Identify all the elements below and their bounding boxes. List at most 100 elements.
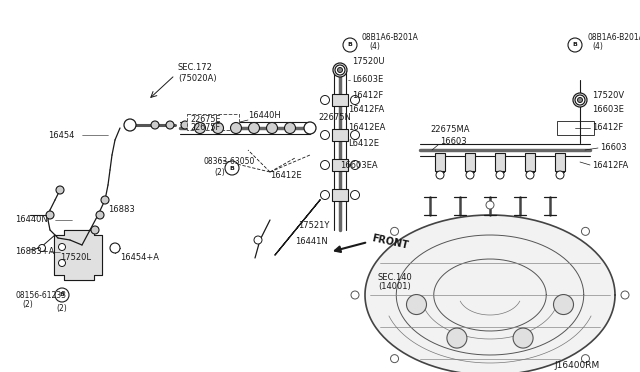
Circle shape — [351, 131, 360, 140]
Text: 22675N: 22675N — [318, 113, 351, 122]
Circle shape — [554, 295, 573, 315]
Circle shape — [195, 122, 205, 134]
Text: L6412E: L6412E — [348, 138, 379, 148]
Circle shape — [56, 186, 64, 194]
Polygon shape — [365, 215, 615, 372]
Circle shape — [58, 244, 65, 250]
Circle shape — [110, 243, 120, 253]
Text: 16441N: 16441N — [295, 237, 328, 247]
Bar — [332, 94, 348, 106]
Text: SEC.172: SEC.172 — [178, 64, 213, 73]
Text: 16412FA: 16412FA — [348, 106, 384, 115]
Circle shape — [181, 121, 189, 129]
Circle shape — [58, 260, 65, 266]
Text: 17520U: 17520U — [352, 58, 385, 67]
Text: 16603EA: 16603EA — [340, 160, 378, 170]
Bar — [332, 189, 348, 201]
Circle shape — [526, 171, 534, 179]
Circle shape — [321, 131, 330, 140]
Circle shape — [101, 196, 109, 204]
Circle shape — [406, 295, 426, 315]
Circle shape — [321, 96, 330, 105]
Text: B: B — [60, 292, 65, 298]
Circle shape — [38, 244, 45, 251]
Circle shape — [166, 121, 174, 129]
Circle shape — [91, 226, 99, 234]
Circle shape — [254, 236, 262, 244]
Circle shape — [447, 328, 467, 348]
Text: (4): (4) — [592, 42, 603, 51]
Bar — [555, 153, 565, 171]
Circle shape — [46, 211, 54, 219]
Circle shape — [230, 122, 241, 134]
Text: 16454+A: 16454+A — [120, 253, 159, 263]
Text: J16400RM: J16400RM — [555, 360, 600, 369]
Text: L6603E: L6603E — [352, 76, 383, 84]
Text: (2): (2) — [56, 304, 67, 312]
Bar — [332, 129, 348, 141]
Text: 08B1A6-B201A: 08B1A6-B201A — [587, 33, 640, 42]
Circle shape — [337, 67, 342, 73]
Circle shape — [321, 190, 330, 199]
Text: (14001): (14001) — [379, 282, 412, 292]
Text: 08156-61233: 08156-61233 — [15, 291, 66, 299]
Text: 16883: 16883 — [108, 205, 135, 215]
Circle shape — [577, 97, 582, 103]
Bar — [332, 159, 348, 171]
Text: 17520L: 17520L — [60, 253, 91, 263]
Bar — [465, 153, 475, 171]
Text: 17520V: 17520V — [592, 90, 624, 99]
Circle shape — [351, 160, 360, 170]
Circle shape — [212, 122, 223, 134]
Text: 22675F: 22675F — [190, 122, 220, 131]
Circle shape — [351, 96, 360, 105]
Text: B: B — [230, 166, 234, 170]
Circle shape — [225, 161, 239, 175]
Circle shape — [556, 171, 564, 179]
Bar — [525, 153, 535, 171]
Circle shape — [466, 171, 474, 179]
Text: 08B1A6-B201A: 08B1A6-B201A — [362, 33, 419, 42]
Circle shape — [351, 291, 359, 299]
Text: 16412FA: 16412FA — [592, 160, 628, 170]
Circle shape — [96, 211, 104, 219]
Polygon shape — [54, 230, 102, 280]
FancyBboxPatch shape — [187, 114, 239, 130]
Text: 17521Y: 17521Y — [298, 221, 330, 230]
Circle shape — [124, 119, 136, 131]
Circle shape — [436, 171, 444, 179]
Circle shape — [285, 122, 296, 134]
Circle shape — [335, 65, 345, 75]
Text: 16603E: 16603E — [592, 106, 624, 115]
Text: B: B — [573, 42, 577, 48]
Circle shape — [573, 93, 587, 107]
Circle shape — [568, 38, 582, 52]
Circle shape — [351, 190, 360, 199]
Text: (75020A): (75020A) — [178, 74, 216, 83]
Circle shape — [55, 288, 69, 302]
Text: B: B — [348, 42, 353, 48]
Circle shape — [266, 122, 278, 134]
Circle shape — [582, 355, 589, 363]
Text: FRONT: FRONT — [371, 233, 410, 251]
Text: 22675E: 22675E — [190, 115, 221, 125]
Text: 16412E: 16412E — [270, 170, 301, 180]
Circle shape — [621, 291, 629, 299]
Text: 16412EA: 16412EA — [348, 124, 385, 132]
Text: SEC.140: SEC.140 — [378, 273, 412, 282]
Text: 16440H: 16440H — [248, 112, 281, 121]
Text: 16883+A: 16883+A — [15, 247, 54, 257]
Circle shape — [321, 160, 330, 170]
Text: 16603: 16603 — [600, 144, 627, 153]
Text: 08363-63050: 08363-63050 — [204, 157, 255, 167]
Circle shape — [486, 201, 494, 209]
Text: 22675MA: 22675MA — [430, 125, 470, 135]
Circle shape — [333, 63, 347, 77]
Text: 16440N: 16440N — [15, 215, 48, 224]
Circle shape — [575, 95, 585, 105]
Text: 16454: 16454 — [48, 131, 74, 140]
Text: 16412F: 16412F — [352, 90, 383, 99]
Text: 16603: 16603 — [440, 138, 467, 147]
Circle shape — [390, 355, 399, 363]
Circle shape — [304, 122, 316, 134]
